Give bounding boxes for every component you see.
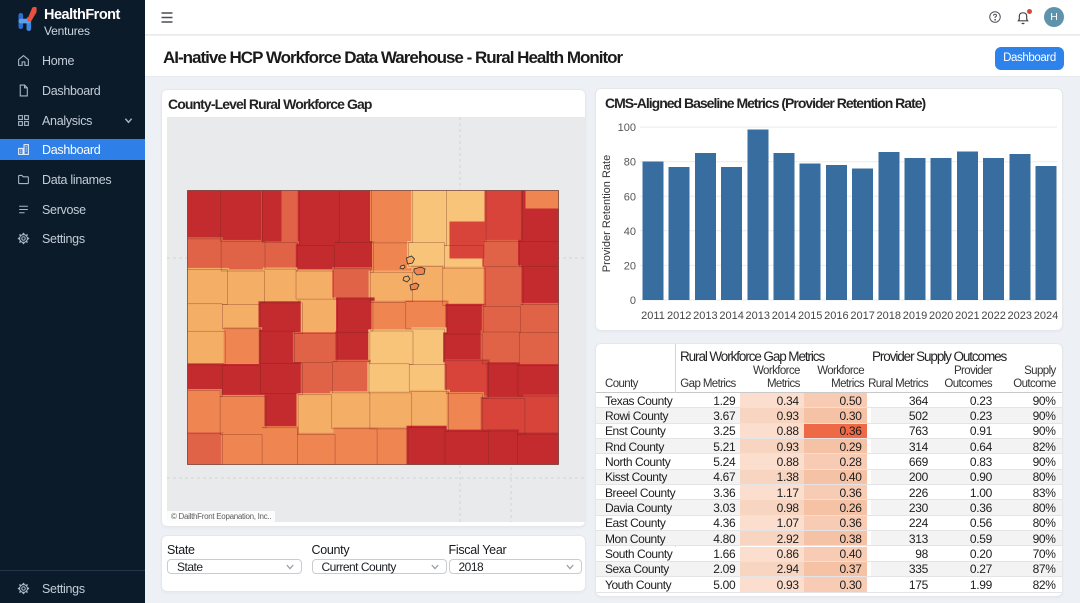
svg-text:Provider Retention Rate: Provider Retention Rate: [601, 155, 613, 272]
svg-text:2014: 2014: [719, 310, 743, 322]
svg-text:60: 60: [624, 191, 636, 203]
svg-text:2014: 2014: [772, 310, 796, 322]
svg-text:2024: 2024: [1034, 310, 1058, 322]
svg-text:2011: 2011: [641, 310, 665, 322]
svg-text:2020: 2020: [929, 310, 953, 322]
svg-text:40: 40: [624, 226, 636, 238]
svg-text:2013: 2013: [746, 310, 770, 322]
svg-text:2015: 2015: [798, 310, 822, 322]
svg-text:2023: 2023: [1008, 310, 1032, 322]
svg-text:20: 20: [624, 260, 636, 272]
svg-text:2021: 2021: [955, 310, 979, 322]
svg-text:0: 0: [630, 295, 636, 307]
svg-text:2012: 2012: [667, 310, 691, 322]
svg-text:2017: 2017: [850, 310, 874, 322]
svg-text:2019: 2019: [903, 310, 927, 322]
svg-text:2018: 2018: [877, 310, 901, 322]
svg-text:80: 80: [624, 157, 636, 169]
svg-text:2013: 2013: [693, 310, 717, 322]
svg-text:100: 100: [618, 122, 636, 134]
svg-text:2022: 2022: [981, 310, 1005, 322]
svg-text:2016: 2016: [824, 310, 848, 322]
